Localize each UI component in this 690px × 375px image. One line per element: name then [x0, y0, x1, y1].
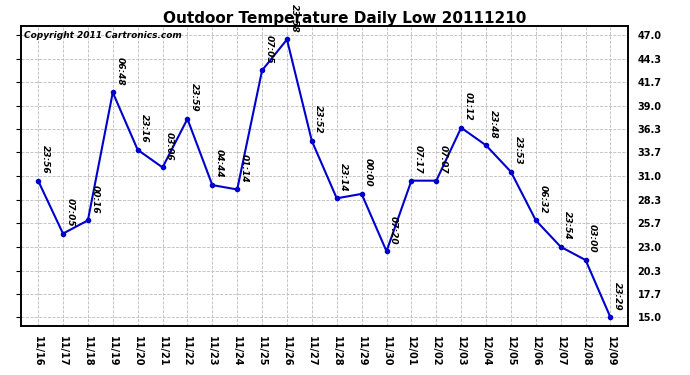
Text: 06:32: 06:32	[538, 184, 547, 213]
Text: 07:07: 07:07	[439, 145, 448, 174]
Text: 07:20: 07:20	[389, 216, 398, 244]
Text: 23:16: 23:16	[140, 114, 149, 143]
Text: 03:00: 03:00	[588, 224, 597, 253]
Text: Copyright 2011 Cartronics.com: Copyright 2011 Cartronics.com	[23, 31, 181, 40]
Text: 04:44: 04:44	[215, 149, 224, 178]
Text: 23:58: 23:58	[290, 4, 299, 32]
Text: 23:14: 23:14	[339, 163, 348, 191]
Text: 23:54: 23:54	[563, 211, 572, 240]
Text: 07:17: 07:17	[414, 145, 423, 174]
Text: 23:29: 23:29	[613, 282, 622, 310]
Text: 23:52: 23:52	[315, 105, 324, 134]
Text: 07:05: 07:05	[264, 34, 273, 63]
Text: 23:59: 23:59	[190, 83, 199, 112]
Text: 23:48: 23:48	[489, 110, 497, 138]
Text: 01:14: 01:14	[239, 154, 248, 182]
Text: 03:06: 03:06	[165, 132, 174, 160]
Text: 06:48: 06:48	[115, 57, 124, 86]
Text: 01:12: 01:12	[464, 92, 473, 121]
Text: 07:05: 07:05	[66, 198, 75, 226]
Text: 00:16: 00:16	[90, 184, 99, 213]
Text: 00:00: 00:00	[364, 158, 373, 187]
Text: 23:56: 23:56	[41, 145, 50, 174]
Text: 23:53: 23:53	[513, 136, 522, 165]
Text: Outdoor Temperature Daily Low 20111210: Outdoor Temperature Daily Low 20111210	[164, 11, 526, 26]
